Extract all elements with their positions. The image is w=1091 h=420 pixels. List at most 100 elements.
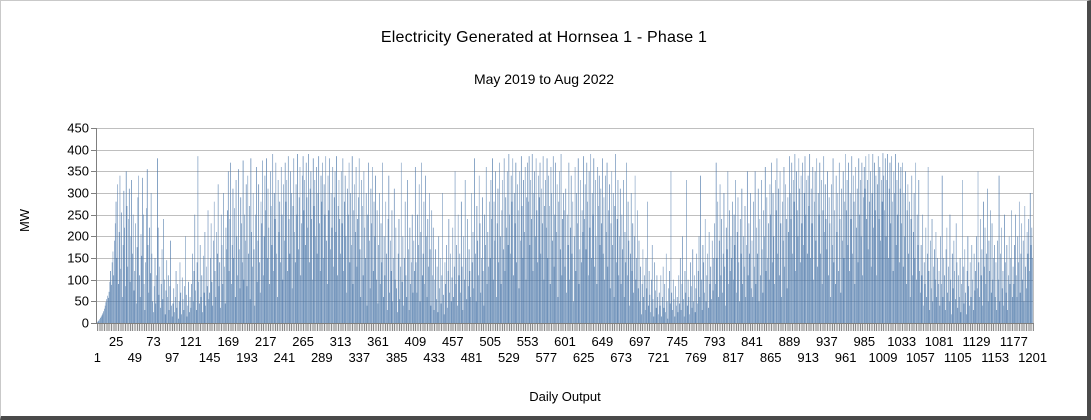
bar [202,255,204,323]
bar [385,201,387,323]
bar [227,210,228,323]
bar [672,279,674,323]
bar [838,162,840,323]
bar [689,314,691,323]
bar [915,162,917,323]
bar [352,284,354,323]
bar [567,245,569,323]
bar [411,262,412,323]
bar [648,271,650,323]
bar [931,219,933,323]
bar [307,227,309,323]
y-axis-tick [91,258,96,259]
bar [122,245,124,323]
bar [416,292,418,323]
bar [732,201,733,323]
bar [1007,310,1008,323]
bar [556,232,557,323]
bar [581,210,583,323]
bar [937,284,939,323]
bar [225,227,227,323]
bar [404,201,406,323]
bar [692,249,694,323]
bar [229,219,231,323]
bar [129,281,131,323]
bar [451,277,453,323]
bar [425,236,427,323]
bar [861,162,863,323]
bar [817,266,818,323]
bar [167,297,168,323]
bar [140,234,142,323]
bar [365,193,367,323]
bar [386,253,387,323]
bar [806,253,808,323]
bar [270,171,271,323]
bar [353,210,355,323]
bar [673,299,675,323]
bar [948,266,949,323]
bar [264,175,266,323]
bar [288,219,290,323]
bar [874,162,875,323]
bar [312,158,314,323]
bar [294,262,296,323]
bar [815,240,817,323]
bar [778,188,779,323]
bar [846,180,848,323]
bar [1015,214,1016,323]
bar [691,307,693,323]
bar [478,275,479,323]
bar [440,303,442,323]
bar [495,171,496,323]
bar [323,184,325,323]
bar [542,156,544,323]
bar [699,297,701,323]
bar [958,297,960,323]
bar [878,219,880,323]
x-tick-label: 817 [722,350,745,365]
bar [556,184,558,323]
bar [351,156,353,323]
y-tick-label: 300 [67,185,89,201]
bar [223,193,224,323]
bar [847,245,849,323]
bar [798,158,800,323]
bar [771,262,773,323]
bar [167,275,169,323]
bar [637,210,638,323]
bar [351,245,352,323]
bar [645,258,647,323]
bar [749,253,751,323]
bar [879,167,881,323]
x-tick-label: 913 [797,350,820,365]
bar [851,156,853,323]
bar [867,180,868,323]
bar [678,275,680,323]
bar [102,313,104,323]
x-tick-label: 649 [591,334,614,349]
bar [255,214,256,323]
bar [755,284,757,323]
bar [422,253,424,323]
bar [470,297,472,323]
bar [313,206,315,323]
bar [948,301,950,323]
bar [917,245,919,323]
bar [365,258,366,323]
bar [835,284,836,323]
bar [181,277,183,323]
bar [535,158,537,323]
bar [941,284,942,323]
bar [442,193,443,323]
bar [536,210,538,323]
bar [499,162,500,323]
bar [175,271,177,323]
bar [1009,284,1011,323]
bar [656,275,658,323]
bar [927,253,928,323]
bar [634,175,636,323]
bar [246,286,248,323]
bar [762,292,764,323]
bar [679,303,680,323]
